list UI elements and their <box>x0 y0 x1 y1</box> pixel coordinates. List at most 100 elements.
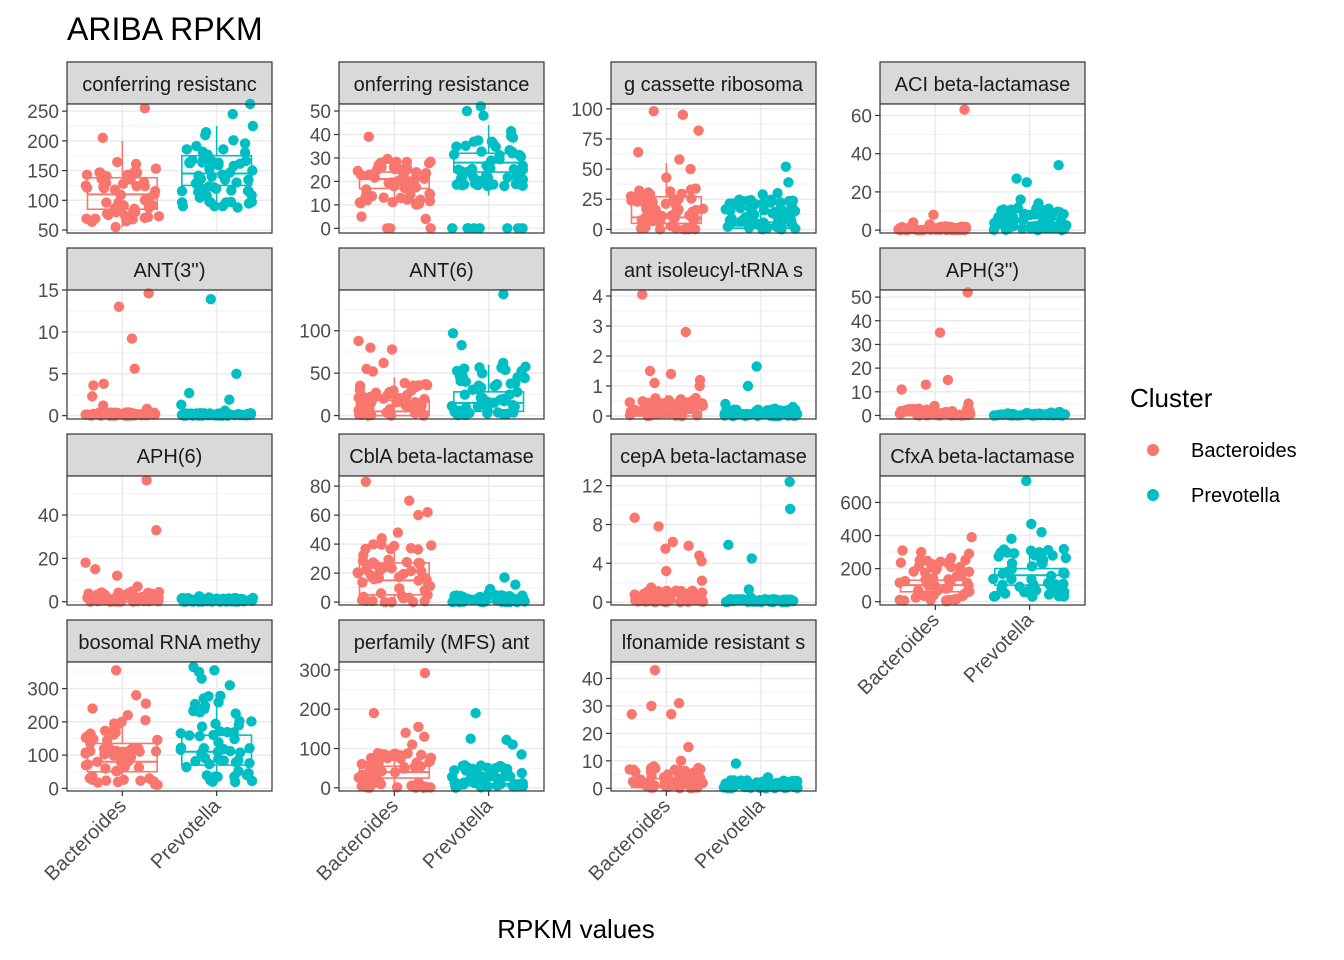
y-tick-label: 30 <box>310 149 331 170</box>
data-point-prevotella <box>197 157 208 168</box>
legend-key-bacteroides <box>1147 444 1159 456</box>
data-point-prevotella <box>1004 565 1016 577</box>
data-point-bacteroides <box>144 773 155 784</box>
data-point-bacteroides <box>654 224 666 235</box>
y-tick-label: 20 <box>582 724 603 745</box>
data-point-bacteroides <box>660 543 671 554</box>
legend: Cluster Bacteroides Prevotella <box>1130 383 1297 507</box>
panel-border <box>338 103 545 234</box>
data-point-prevotella <box>240 155 252 167</box>
data-point-prevotella <box>1054 206 1065 218</box>
data-point-bacteroides <box>677 109 689 121</box>
data-point-prevotella <box>507 739 518 750</box>
data-point-bacteroides <box>352 567 363 578</box>
legend-key-prevotella <box>1147 489 1159 501</box>
data-point-prevotella <box>511 386 523 398</box>
data-point-prevotella <box>1011 173 1022 184</box>
data-point-bacteroides <box>666 708 677 720</box>
data-point-prevotella <box>473 135 484 146</box>
data-point-prevotella <box>183 408 194 419</box>
data-point-bacteroides <box>98 181 109 193</box>
panel-border <box>66 103 273 234</box>
data-point-bacteroides <box>674 154 685 165</box>
data-point-bacteroides <box>129 363 140 374</box>
data-point-bacteroides <box>422 589 433 601</box>
y-tick-label: 0 <box>48 407 59 428</box>
data-point-bacteroides <box>940 221 951 232</box>
data-point-bacteroides <box>112 156 123 168</box>
data-point-prevotella <box>243 768 254 779</box>
data-point-bacteroides <box>693 762 704 774</box>
data-point-prevotella <box>1025 545 1037 556</box>
data-point-bacteroides <box>111 570 123 581</box>
data-point-bacteroides <box>354 405 366 416</box>
data-point-bacteroides <box>122 169 133 180</box>
data-point-prevotella <box>1004 222 1015 233</box>
data-point-prevotella <box>205 197 216 208</box>
data-point-prevotella <box>507 400 519 411</box>
data-point-bacteroides <box>650 763 661 774</box>
data-point-bacteroides <box>410 381 421 393</box>
data-point-bacteroides <box>898 595 910 606</box>
x-tick-label: Prevotella <box>960 608 1039 687</box>
data-point-prevotella <box>181 144 192 155</box>
data-point-bacteroides <box>645 582 657 593</box>
y-tick-label: 600 <box>840 493 872 514</box>
data-point-bacteroides <box>353 392 364 404</box>
data-point-prevotella <box>745 194 757 206</box>
data-point-bacteroides <box>629 512 640 523</box>
y-tick-label: 250 <box>27 102 59 123</box>
data-point-bacteroides <box>636 776 648 787</box>
data-point-bacteroides <box>129 206 141 218</box>
data-point-bacteroides <box>915 407 927 418</box>
data-point-bacteroides <box>674 782 685 794</box>
data-point-prevotella <box>504 771 516 782</box>
data-point-bacteroides <box>680 326 691 338</box>
data-point-prevotella <box>507 132 519 143</box>
data-point-prevotella <box>499 180 510 192</box>
data-point-bacteroides <box>386 596 397 608</box>
facet-panel: bosomal RNA methy 0 100 200 300 <box>27 619 273 800</box>
data-point-prevotella <box>749 209 760 220</box>
data-point-prevotella <box>1045 212 1056 223</box>
data-point-bacteroides <box>685 163 696 175</box>
y-tick-label: 10 <box>582 752 603 773</box>
data-point-prevotella <box>227 108 238 120</box>
data-point-bacteroides <box>123 410 134 421</box>
data-point-bacteroides <box>150 746 162 757</box>
data-point-prevotella <box>772 188 783 199</box>
data-point-prevotella <box>763 774 774 786</box>
data-point-bacteroides <box>422 782 433 793</box>
data-point-bacteroides <box>915 546 927 558</box>
data-point-bacteroides <box>378 192 389 203</box>
data-point-bacteroides <box>87 391 98 402</box>
panel-border <box>338 475 545 606</box>
facet-panel: APH(6) 0 20 40 <box>38 433 273 614</box>
y-tick-label: 50 <box>851 288 872 309</box>
data-point-bacteroides <box>357 555 369 567</box>
data-point-prevotella <box>1036 527 1047 538</box>
y-tick-label: 0 <box>592 220 603 241</box>
data-point-prevotella <box>466 163 478 175</box>
facet-strip <box>610 61 817 105</box>
y-tick-label: 10 <box>310 196 331 217</box>
data-point-bacteroides <box>951 571 962 582</box>
facet-strip-label: ACI beta-lactamase <box>895 74 1071 96</box>
data-point-prevotella <box>209 665 220 676</box>
data-point-bacteroides <box>637 289 648 300</box>
data-point-prevotella <box>790 223 801 234</box>
panel-border <box>338 661 545 792</box>
data-point-bacteroides <box>402 400 413 411</box>
data-point-bacteroides <box>667 536 678 548</box>
data-point-bacteroides <box>694 380 705 392</box>
data-point-bacteroides <box>643 187 654 198</box>
data-point-bacteroides <box>368 707 380 719</box>
data-point-prevotella <box>246 716 257 727</box>
data-point-bacteroides <box>389 751 400 762</box>
data-point-bacteroides <box>670 410 682 421</box>
data-point-bacteroides <box>894 408 905 419</box>
data-point-prevotella <box>517 174 529 185</box>
data-point-prevotella <box>1043 589 1055 600</box>
data-point-bacteroides <box>661 585 673 597</box>
facet-strip <box>338 433 545 477</box>
